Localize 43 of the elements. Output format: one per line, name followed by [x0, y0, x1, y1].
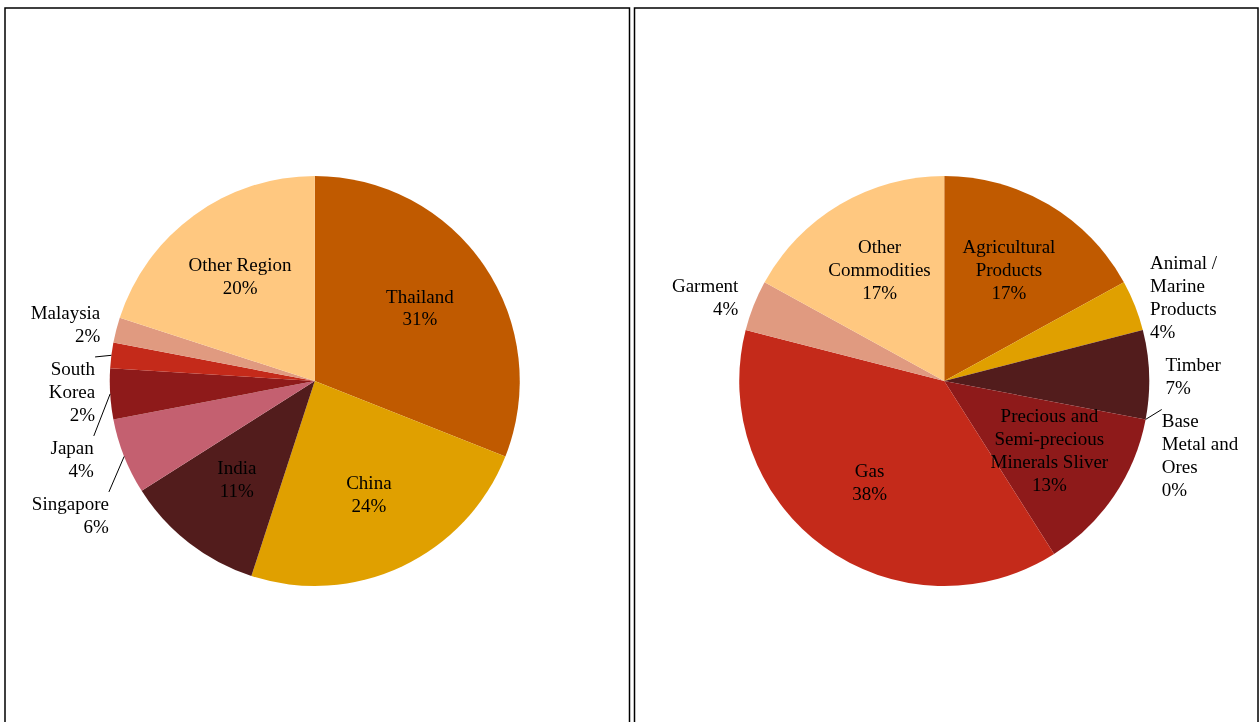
- slice-label: South Korea: [48, 357, 96, 402]
- data-label: 20%: [222, 276, 258, 298]
- slice-label: India: [217, 457, 257, 479]
- slice-label: Timber: [1165, 354, 1222, 376]
- slice-label: Other Commodities: [828, 236, 931, 280]
- slice-label: Garment: [671, 275, 740, 297]
- data-label: 2%: [74, 324, 101, 346]
- pie-slice: [745, 282, 945, 381]
- pie-slice: [944, 330, 1150, 420]
- slice-label: Japan: [50, 436, 95, 458]
- slice-label: Other Region: [188, 254, 292, 276]
- slice-label: Singapore: [31, 492, 109, 514]
- pie-slice: [764, 176, 945, 381]
- slice-label: Gas: [854, 459, 885, 481]
- data-label: 4%: [1150, 320, 1176, 342]
- slice-label: China: [346, 472, 393, 493]
- data-label: 2%: [69, 403, 96, 425]
- pie-slice: [141, 381, 315, 576]
- data-label: 17%: [991, 281, 1027, 303]
- data-label: 24%: [351, 494, 387, 516]
- data-label: 31%: [402, 308, 438, 330]
- slice-label: Agricultural Products: [962, 236, 1056, 280]
- category-label: Base Metal and Ores: [1161, 410, 1239, 478]
- pie-slice: [944, 282, 1143, 381]
- pie-slice: [109, 368, 315, 420]
- pie-slice: [314, 176, 520, 457]
- data-label: 17%: [862, 281, 898, 303]
- data-label: 6%: [83, 515, 110, 537]
- slice-label: Thailand: [386, 285, 455, 307]
- data-label: 7%: [1165, 377, 1192, 399]
- data-label: 11%: [219, 480, 255, 502]
- text: 0%: [1161, 478, 1188, 500]
- data-label: 38%: [852, 482, 888, 504]
- pie-slice: [110, 342, 315, 381]
- slice-label: Malaysia: [30, 301, 101, 323]
- data-label: 13%: [1031, 473, 1067, 495]
- slice-label: Precious and Semi-precious Minerals Sliver: [990, 405, 1109, 473]
- slice-label: Animal / Marine Products: [1150, 252, 1218, 320]
- pie-slice: [944, 176, 1124, 381]
- data-label: 4%: [713, 298, 739, 320]
- pie-slice: [113, 317, 315, 381]
- pie-slice: [119, 176, 315, 381]
- data-label: 4%: [68, 459, 94, 481]
